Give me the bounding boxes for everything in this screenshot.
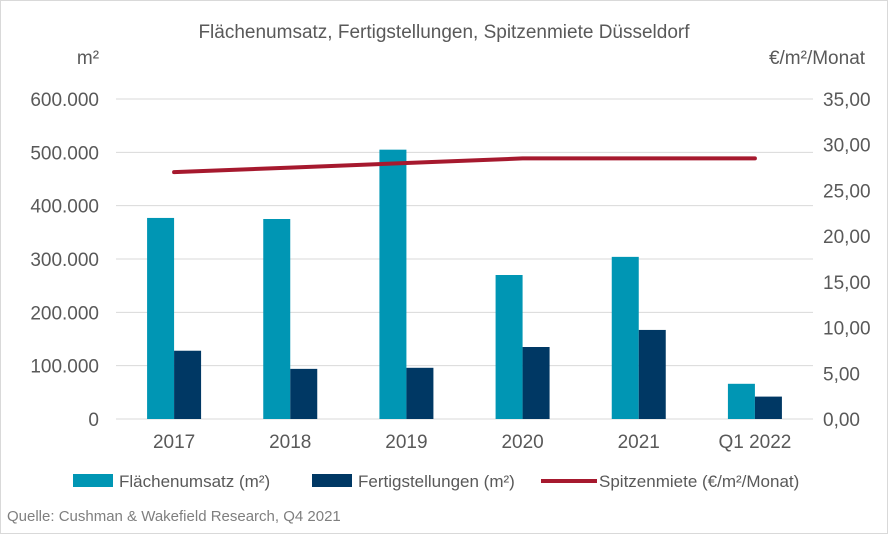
bar [406,367,434,419]
legend-swatch [73,474,113,487]
left-tick-label: 200.000 [30,303,99,324]
left-tick-label: 300.000 [30,250,99,271]
right-tick-label: 35,00 [823,90,871,111]
legend-label: Fertigstellungen (m²) [358,472,515,491]
x-tick-label: 2019 [385,432,427,453]
legend: Flächenumsatz (m²) Fertigstellungen (m²) S… [73,472,799,491]
right-tick-label: 5,00 [823,364,860,385]
left-tick-label: 600.000 [30,90,99,111]
right-tick-label: 30,00 [823,136,871,157]
chart-title: Flächenumsatz, Fertigstellungen, Spitzen… [198,22,690,43]
left-tick-label: 100.000 [30,357,99,378]
bar [754,396,782,419]
line-group [172,156,757,175]
x-tick-label: 2020 [501,432,543,453]
bar [638,329,666,419]
bar [290,368,318,419]
chart-canvas: Flächenumsatz, Fertigstellungen, Spitzen… [30,22,870,491]
legend-swatch [312,474,352,487]
bar [727,383,755,419]
left-axis-unit: m² [77,48,99,69]
left-tick-label: 400.000 [30,197,99,218]
legend-label: Spitzenmiete (€/m²/Monat) [599,472,799,491]
axis-labels: 0 100.000 200.000 300.000 400.000 500.000 600.… [30,90,870,453]
bars-group [147,149,782,419]
bar [611,256,639,419]
legend-label: Flächenumsatz (m²) [119,472,270,491]
right-tick-label: 10,00 [823,319,871,340]
series-line [172,156,757,175]
left-tick-label: 500.000 [30,143,99,164]
gridlines [116,98,813,420]
right-tick-label: 20,00 [823,227,871,248]
bar [147,217,175,419]
x-tick-label: 2018 [269,432,311,453]
right-tick-label: 0,00 [823,410,860,431]
right-axis-unit: €/m²/Monat [769,48,866,69]
x-tick-label: 2017 [153,432,195,453]
source-note: Quelle: Cushman & Wakefield Research, Q4… [7,508,341,525]
bar [379,149,407,419]
x-tick-label: Q1 2022 [718,432,791,453]
left-tick-label: 0 [88,410,99,431]
right-tick-label: 25,00 [823,181,871,202]
right-tick-label: 15,00 [823,273,871,294]
bar [522,347,550,419]
bar [263,219,291,419]
bar [495,275,523,419]
x-tick-label: 2021 [618,432,660,453]
bar [174,350,202,419]
